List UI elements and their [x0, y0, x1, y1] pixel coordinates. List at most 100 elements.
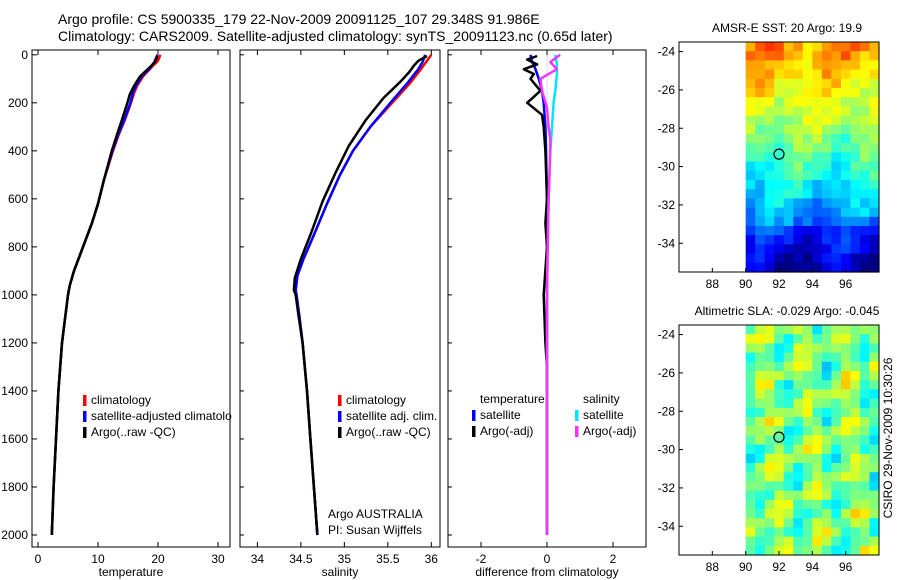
heatmap-cell — [783, 244, 794, 255]
heatmap-cell — [802, 325, 813, 335]
heatmap-cell — [783, 78, 794, 89]
heatmap-cell — [764, 490, 775, 501]
heatmap-cell — [840, 509, 852, 519]
heatmap-cell — [802, 334, 813, 344]
heatmap-cell — [755, 134, 766, 144]
longitude-tick-label: 96 — [839, 277, 853, 291]
heatmap-cell — [840, 115, 852, 126]
heatmap-cell — [745, 463, 756, 473]
heatmap-cell — [783, 235, 794, 245]
heatmap-cell — [793, 371, 804, 381]
heatmap-cell — [850, 198, 861, 209]
heatmap-cell — [821, 207, 832, 218]
heatmap-cell — [755, 161, 766, 172]
heatmap-cell — [831, 198, 842, 209]
heatmap-cell — [812, 134, 823, 144]
heatmap-cell — [774, 545, 785, 556]
heatmap-cell — [812, 207, 823, 218]
heatmap-cell — [764, 42, 775, 52]
heatmap-cell — [869, 207, 880, 218]
heatmap-cell — [793, 499, 804, 510]
heatmap-cell — [793, 380, 804, 390]
heatmap-cell — [774, 88, 785, 98]
heatmap-cell — [831, 226, 842, 236]
heatmap-cell — [859, 235, 871, 245]
heatmap-cell — [850, 143, 861, 153]
heatmap-cell — [783, 88, 794, 98]
depth-tick-label: 1400 — [1, 384, 28, 398]
heatmap-cell — [831, 527, 842, 538]
heatmap-cell — [793, 124, 804, 135]
heatmap-cell — [812, 334, 823, 344]
heatmap-cell — [869, 78, 880, 89]
heatmap-cell — [793, 417, 804, 427]
heatmap-cell — [840, 343, 852, 354]
heatmap-cell — [840, 97, 852, 107]
heatmap-cell — [755, 106, 766, 117]
heatmap-cell — [869, 226, 880, 236]
heatmap-cell — [783, 97, 794, 107]
legend-salinity: climatology satellite adj. clim. Argo(..ra… — [338, 393, 437, 439]
legend-difference-label: satellite — [480, 408, 521, 422]
heatmap-cell — [802, 51, 813, 61]
heatmap-cell — [840, 435, 852, 446]
heatmap-cell — [764, 352, 775, 363]
latitude-tick-label: -26 — [658, 83, 676, 97]
depth-tick-label: 200 — [8, 96, 28, 110]
heatmap-cell — [802, 463, 813, 473]
heatmap-cell — [859, 124, 871, 135]
heatmap-cell — [764, 152, 775, 163]
heatmap-cell — [745, 207, 756, 218]
heatmap-cell — [840, 226, 852, 236]
heatmap-cell — [821, 78, 832, 89]
heatmap-cell — [802, 509, 813, 519]
heatmap-cell — [755, 536, 766, 547]
heatmap-cell — [821, 481, 832, 492]
heatmap-cell — [821, 352, 832, 363]
heatmap-cell — [793, 78, 804, 89]
heatmap-cell — [764, 244, 775, 255]
heatmap-cell — [755, 490, 766, 501]
heatmap-cell — [783, 189, 794, 199]
heatmap-cell — [840, 536, 852, 547]
heatmap-cell — [793, 42, 804, 52]
heatmap-cell — [831, 235, 842, 245]
heatmap-cell — [812, 106, 823, 117]
heatmap-cell — [859, 106, 871, 117]
heatmap-cell — [802, 499, 813, 510]
heatmap-cell — [755, 499, 766, 510]
heatmap-cell — [774, 472, 785, 482]
heatmap-cell — [850, 124, 861, 135]
heatmap-cell — [821, 398, 832, 409]
heatmap-cell — [755, 189, 766, 199]
heatmap-cell — [812, 509, 823, 519]
heatmap-cell — [869, 398, 880, 409]
heatmap-cell — [764, 435, 775, 446]
heatmap-cell — [802, 216, 813, 227]
heatmap-cell — [859, 226, 871, 236]
heatmap-cell — [745, 545, 756, 556]
heatmap-cell — [831, 463, 842, 473]
heatmap-cell — [840, 106, 852, 117]
heatmap-cell — [831, 472, 842, 482]
heatmap-cell — [745, 398, 756, 409]
heatmap-cell — [783, 216, 794, 227]
heatmap-cell — [755, 444, 766, 455]
heatmap-cell — [859, 170, 871, 181]
heatmap-cell — [821, 115, 832, 126]
temperature-series-argo-raw-qc- — [50, 55, 159, 536]
heatmap-cell — [783, 463, 794, 473]
heatmap-cell — [840, 325, 852, 335]
heatmap-cell — [859, 389, 871, 400]
heatmap-cell — [783, 398, 794, 409]
heatmap-cell — [755, 334, 766, 344]
temperature-xlabel: temperature — [99, 565, 164, 579]
heatmap-cell — [840, 499, 852, 510]
heatmap-cell — [802, 527, 813, 538]
heatmap-cell — [783, 389, 794, 400]
heatmap-cell — [793, 97, 804, 107]
heatmap-cell — [812, 536, 823, 547]
heatmap-cell — [774, 170, 785, 181]
heatmap-cell — [802, 42, 813, 52]
heatmap-cell — [821, 343, 832, 354]
